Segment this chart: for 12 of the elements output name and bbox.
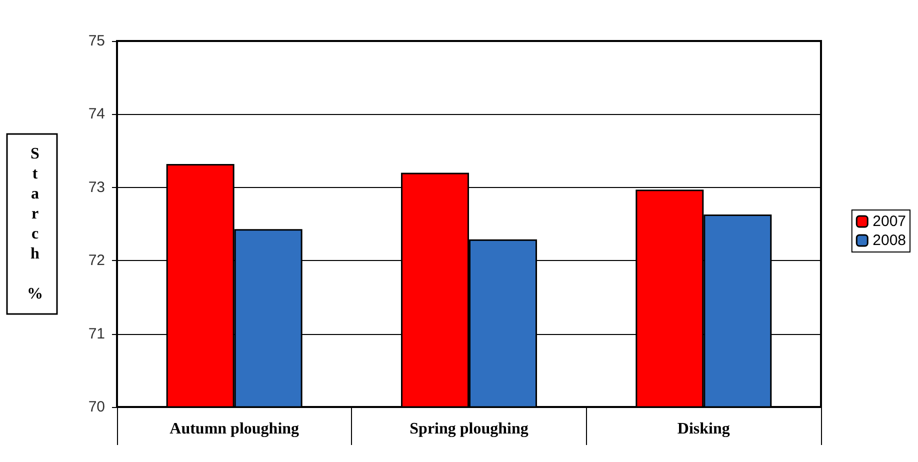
- y-tick-label: 74: [88, 106, 105, 123]
- legend-label: 2008: [872, 232, 906, 249]
- x-tick-label: Spring ploughing: [410, 420, 528, 438]
- text: Starch %: [27, 146, 43, 302]
- y-tick-label: 73: [88, 178, 105, 196]
- y-tick-label: 72: [88, 252, 105, 270]
- x-tick-label: Disking: [677, 420, 730, 438]
- legend-label: 2007: [872, 213, 906, 230]
- y-tick-label: 75: [88, 32, 105, 50]
- y-tick-label: 71: [88, 325, 105, 342]
- y-tick-label: 70: [88, 398, 105, 416]
- x-tick-label: Autumn ploughing: [170, 420, 300, 438]
